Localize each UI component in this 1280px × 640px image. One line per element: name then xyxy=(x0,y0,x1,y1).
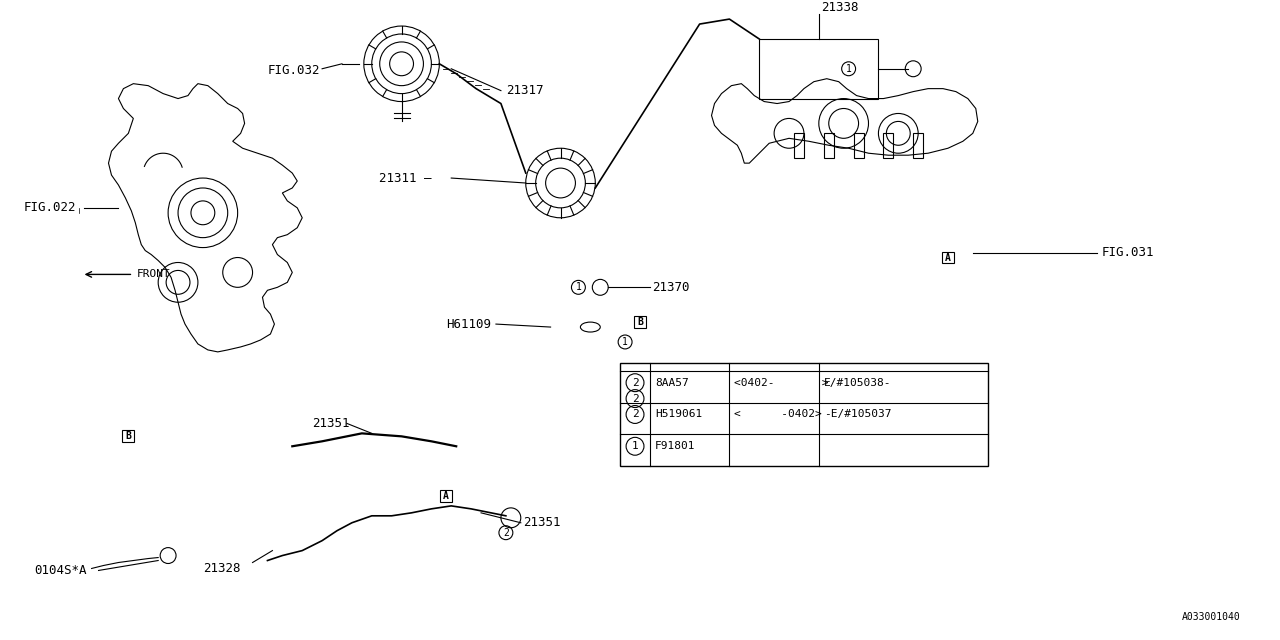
Text: 2: 2 xyxy=(631,410,639,419)
Text: 21351: 21351 xyxy=(312,417,349,430)
Text: 21317: 21317 xyxy=(506,84,544,97)
Text: 1: 1 xyxy=(631,441,639,451)
Text: FIG.031: FIG.031 xyxy=(1102,246,1155,259)
Text: A: A xyxy=(443,491,449,501)
Bar xyxy=(634,316,646,328)
Text: F91801: F91801 xyxy=(655,441,695,451)
Text: A: A xyxy=(945,253,951,262)
Bar xyxy=(942,252,954,264)
Text: H519061: H519061 xyxy=(655,410,703,419)
Bar xyxy=(854,133,864,158)
Text: 21311 —: 21311 — xyxy=(379,172,431,184)
Bar xyxy=(123,430,134,442)
Bar xyxy=(440,490,452,502)
Text: 1: 1 xyxy=(576,282,581,292)
Text: 1: 1 xyxy=(622,337,628,347)
Bar xyxy=(883,133,893,158)
Text: 2: 2 xyxy=(631,378,639,388)
Text: -E/#105037: -E/#105037 xyxy=(824,410,891,419)
Text: FIG.032: FIG.032 xyxy=(268,64,320,77)
Text: 1: 1 xyxy=(846,64,851,74)
Text: 21351: 21351 xyxy=(522,516,561,529)
Text: 2: 2 xyxy=(503,528,509,538)
Text: 21328: 21328 xyxy=(204,562,241,575)
Bar xyxy=(620,363,988,466)
Bar xyxy=(913,133,923,158)
Text: E/#105038-: E/#105038- xyxy=(824,378,891,388)
Text: 21370: 21370 xyxy=(652,281,690,294)
Text: 21338: 21338 xyxy=(820,1,859,13)
Text: <0402-       >: <0402- > xyxy=(735,378,829,388)
Text: H61109: H61109 xyxy=(445,317,492,331)
Text: B: B xyxy=(125,431,132,442)
Text: 0104S*A: 0104S*A xyxy=(35,564,87,577)
Bar xyxy=(794,133,804,158)
Text: <      -0402>: < -0402> xyxy=(735,410,822,419)
Text: 2: 2 xyxy=(631,394,639,404)
Text: FRONT: FRONT xyxy=(136,269,170,280)
Bar xyxy=(824,133,833,158)
Text: B: B xyxy=(637,317,643,327)
Bar xyxy=(759,39,878,99)
Text: A033001040: A033001040 xyxy=(1183,612,1242,622)
Text: 8AA57: 8AA57 xyxy=(655,378,689,388)
Text: FIG.022: FIG.022 xyxy=(24,202,77,214)
